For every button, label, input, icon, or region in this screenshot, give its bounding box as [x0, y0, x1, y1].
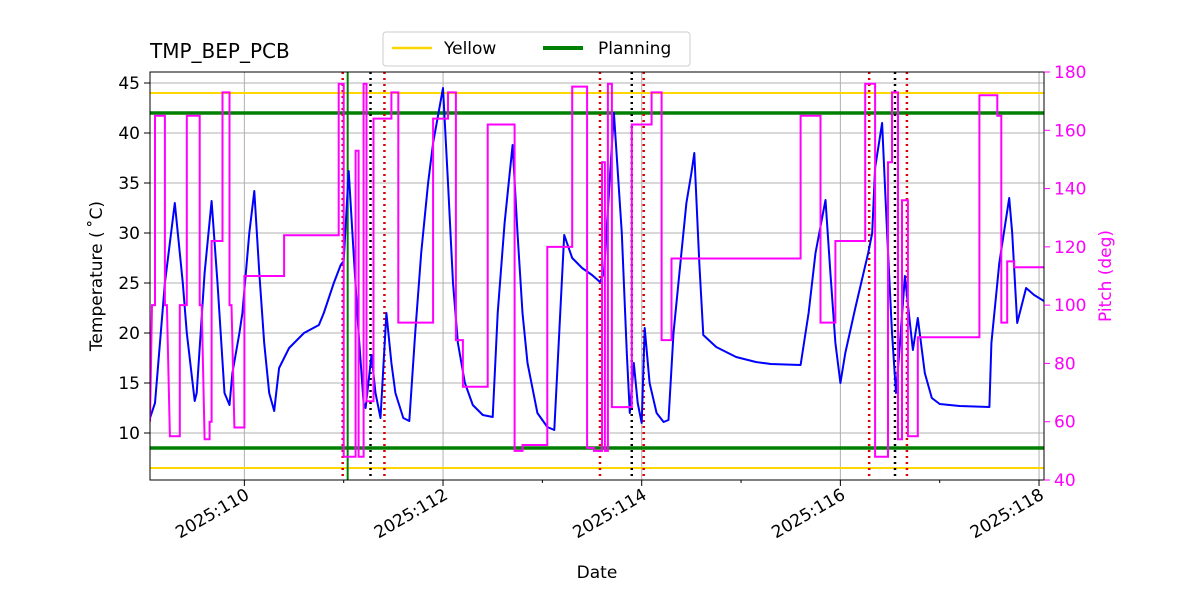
pitch-axis-label: Pitch (deg) [1096, 230, 1116, 322]
y-tick-label: 40 [118, 124, 140, 144]
series [150, 82, 1044, 458]
y2-tick-label: 60 [1054, 413, 1076, 433]
x-axis-label: Date [577, 563, 618, 583]
y2-tick-label: 80 [1054, 354, 1076, 374]
y-axis-label: Temperature ( ˚C) [86, 201, 107, 352]
y-tick-label: 20 [118, 324, 140, 344]
legend-label-yellow: Yellow [443, 39, 496, 59]
chart-title: TMP_BEP_PCB [149, 39, 290, 63]
plot-frame [149, 71, 1045, 481]
y-tick-label: 35 [118, 174, 140, 194]
y2-tick-label: 120 [1054, 238, 1086, 258]
x-tick-label: 2025:110 [172, 485, 253, 543]
y2-tick-label: 100 [1054, 296, 1086, 316]
y-tick-label: 25 [118, 274, 140, 294]
y-tick-label: 45 [118, 74, 140, 94]
y2-tick-label: 180 [1054, 63, 1086, 83]
x-tick-label: 2025:118 [967, 485, 1048, 543]
y2-tick-label: 140 [1054, 180, 1086, 200]
legend: Yellow Planning [382, 31, 691, 67]
temperature-series-line [150, 87, 1044, 431]
y2-tick-label: 40 [1054, 471, 1076, 491]
y2-tick-label: 160 [1054, 121, 1086, 141]
x-tick-label: 2025:116 [768, 485, 849, 543]
legend-box [382, 31, 691, 67]
y-tick-label: 10 [118, 424, 140, 444]
pitch-series-line [150, 82, 1044, 458]
legend-label-planning: Planning [598, 39, 671, 59]
x-tick-label: 2025:114 [570, 485, 651, 543]
grid [150, 72, 1044, 480]
y-tick-label: 15 [118, 374, 140, 394]
y-tick-label: 30 [118, 224, 140, 244]
x-tick-label: 2025:112 [371, 485, 452, 543]
